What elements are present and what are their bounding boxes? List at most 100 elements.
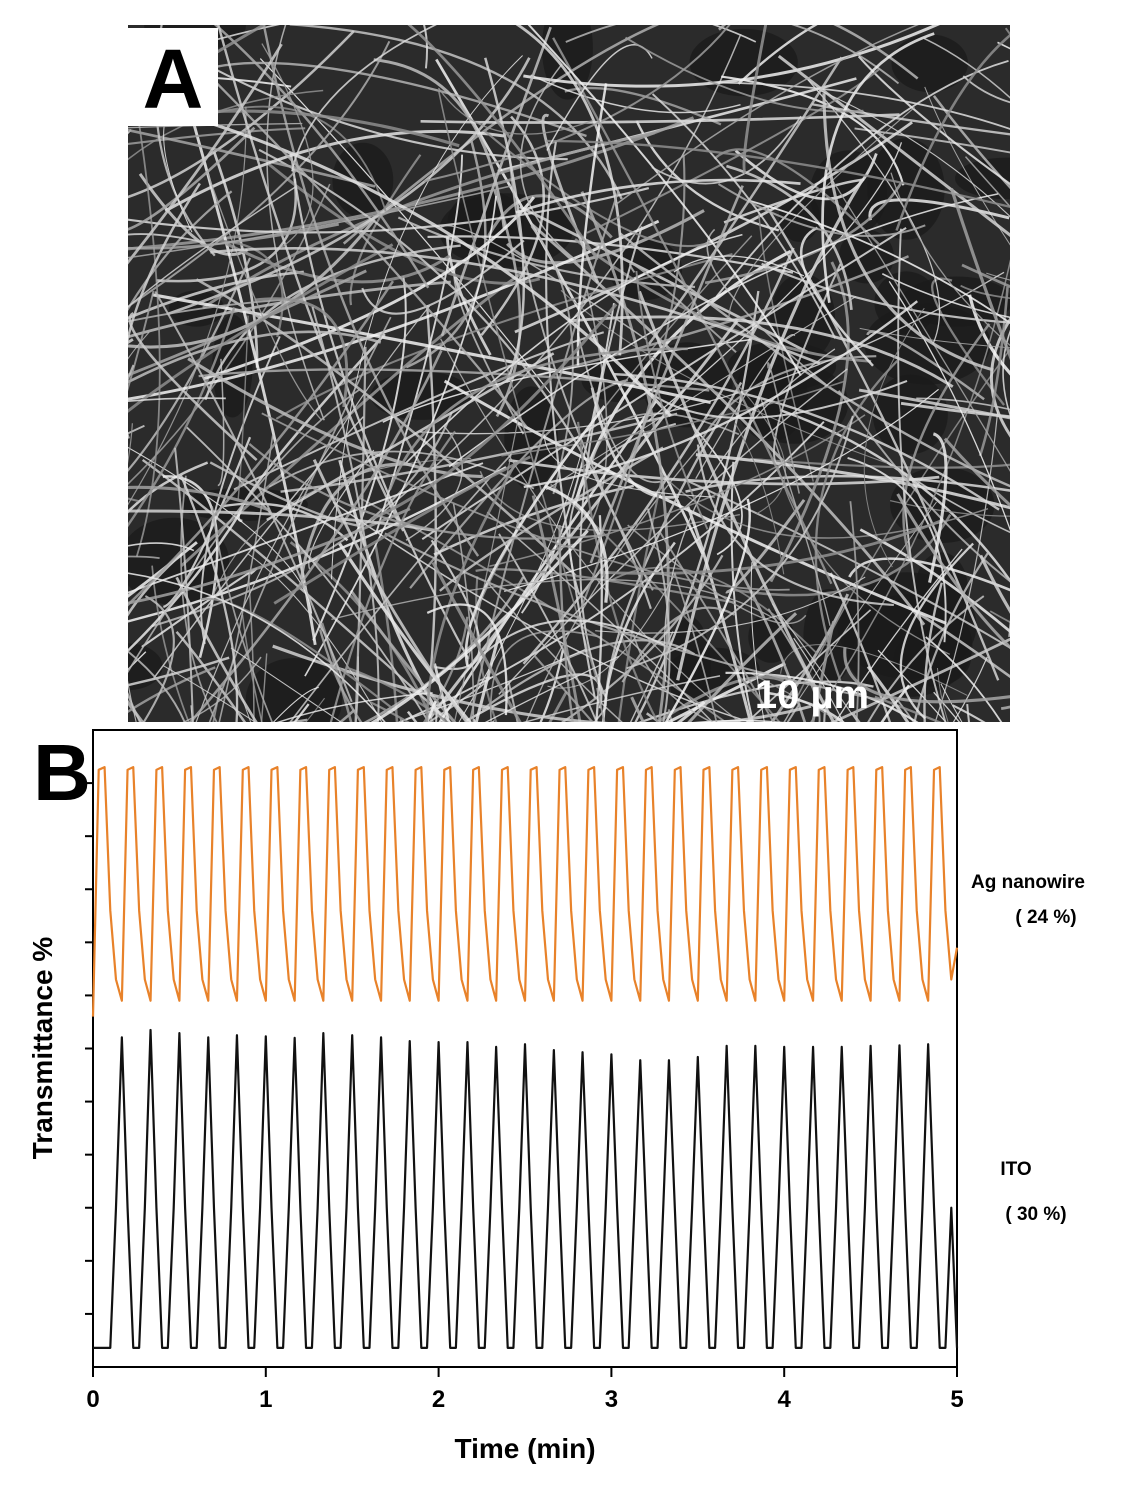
sem-fiber [128, 397, 226, 403]
sem-fiber [793, 637, 844, 722]
sem-fiber [832, 180, 1010, 472]
sem-fiber [538, 255, 910, 377]
sem-fiber [0, 584, 105, 647]
sem-fiber [202, 131, 655, 310]
sem-fiber [420, 113, 900, 124]
sem-blob [891, 34, 968, 93]
sem-fiber [185, 113, 672, 418]
sem-fiber [422, 616, 469, 722]
sem-fiber [811, 620, 836, 722]
sem-fiber [128, 424, 145, 435]
sem-fiber [453, 410, 521, 722]
sem-fiber [783, 348, 1010, 722]
sem-fiber [431, 561, 522, 722]
sem-fiber [591, 412, 740, 463]
sem-fiber [204, 244, 461, 401]
sem-fiber [659, 532, 775, 722]
sem-fiber [291, 25, 438, 172]
sem-fiber [1024, 357, 1124, 648]
sem-fiber [128, 182, 201, 439]
series-annotation: ( 24 %) [1015, 907, 1076, 928]
sem-fiber [823, 709, 827, 722]
sem-fiber [1008, 618, 1010, 637]
sem-fiber [210, 246, 821, 365]
series-label: ITO [1000, 1159, 1031, 1180]
sem-fiber [182, 656, 262, 722]
sem-fiber [198, 368, 710, 392]
sem-fiber [312, 459, 469, 722]
x-tick-label: 2 [432, 1386, 445, 1413]
sem-fiber [923, 582, 943, 722]
sem-fiber [433, 484, 634, 556]
sem-fiber [718, 25, 919, 80]
sem-fiber [289, 25, 623, 200]
sem-fiber [188, 349, 443, 722]
sem-fiber [423, 25, 731, 183]
sem-fiber [128, 312, 258, 462]
sem-fiber [952, 704, 986, 722]
sem-fiber [217, 358, 225, 487]
sem-fiber [859, 327, 1010, 349]
sem-fiber [342, 25, 660, 245]
sem-fiber [484, 57, 526, 384]
sem-fiber [646, 508, 671, 722]
sem-fiber [541, 113, 600, 284]
sem-fiber [498, 368, 848, 695]
sem-fiber [651, 93, 837, 339]
sem-blob [689, 28, 798, 97]
sem-fiber [405, 233, 743, 464]
sem-fiber [954, 739, 1039, 1225]
sem-fiber [629, 631, 674, 722]
sem-fiber [128, 338, 134, 345]
sem-fiber [162, 436, 252, 609]
sem-fiber [777, 466, 951, 655]
sem-fiber [916, 397, 1010, 411]
sem-fiber [329, 430, 456, 722]
sem-fiber [746, 609, 872, 722]
sem-fiber [425, 305, 437, 673]
sem-fiber [202, 239, 284, 338]
sem-fiber [897, 700, 915, 722]
sem-fiber [363, 576, 525, 722]
sem-blob [332, 142, 394, 218]
sem-fiber [354, 346, 367, 722]
sem-fiber [128, 423, 133, 464]
sem-fiber [460, 619, 665, 679]
sem-fiber [128, 572, 386, 722]
sem-fiber [811, 103, 1010, 136]
series-annotation: ( 30 %) [1005, 1204, 1066, 1225]
sem-blob [867, 138, 945, 240]
sem-fiber [964, 156, 1010, 208]
sem-fiber [128, 126, 256, 231]
sem-fiber [370, 303, 618, 521]
sem-fiber [750, 562, 765, 722]
sem-fiber [877, 649, 947, 722]
sem-fiber [128, 233, 205, 244]
sem-fiber [565, 25, 900, 85]
sem-fiber [163, 665, 257, 722]
sem-fiber [430, 539, 481, 670]
sem-fiber [960, 284, 1010, 300]
sem-fiber [273, 455, 531, 605]
sem-fiber [867, 595, 985, 722]
sem-fiber [543, 484, 609, 603]
sem-fiber [771, 603, 859, 722]
sem-fiber [723, 178, 865, 224]
sem-fiber [388, 347, 688, 491]
sem-fiber [506, 209, 705, 265]
sem-fiber [501, 380, 846, 457]
sem-fiber [533, 654, 594, 722]
sem-fiber [514, 121, 913, 334]
sem-fiber [547, 572, 676, 689]
sem-fiber [647, 56, 843, 345]
sem-fiber [962, 75, 1010, 104]
sem-fiber [1026, 250, 1124, 286]
sem-fiber [978, 286, 1009, 457]
sem-fiber [247, 572, 255, 722]
x-tick-label: 3 [605, 1386, 618, 1413]
panel-label-box [128, 28, 218, 126]
sem-fiber [0, 532, 121, 556]
sem-fiber [546, 139, 1010, 208]
sem-fiber [742, 25, 768, 175]
sem-fiber [254, 297, 349, 408]
